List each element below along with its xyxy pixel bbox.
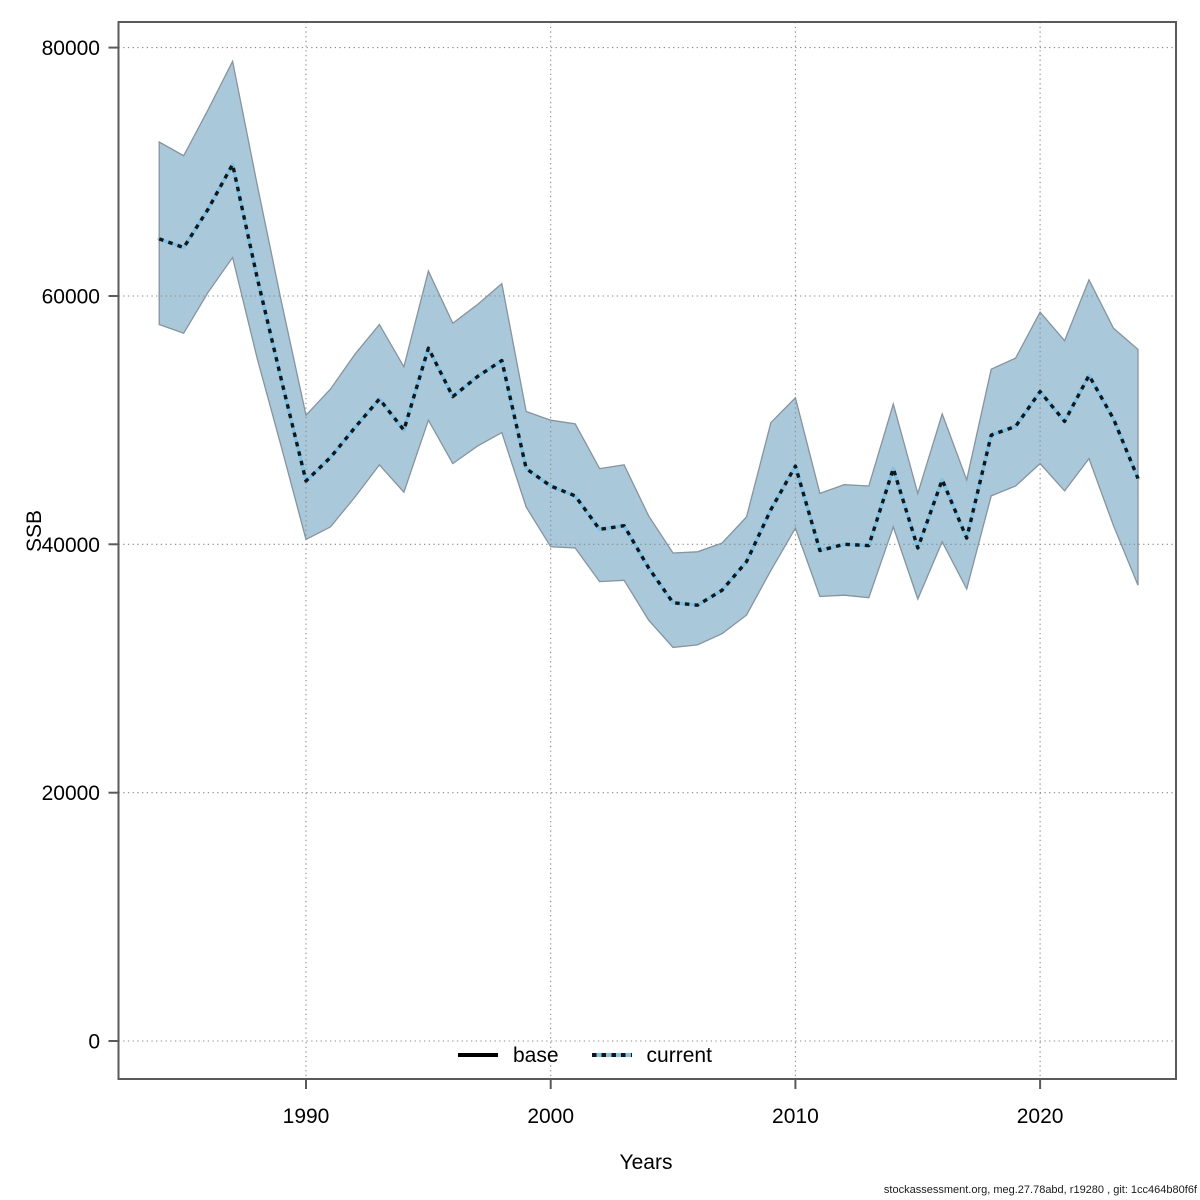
watermark-text: stockassessment.org, meg.27.78abd, r1928… [883,1184,1197,1196]
legend-swatch-current-line [591,1053,632,1057]
confidence-band [158,59,1139,649]
y-tick-label: 0 [88,1031,100,1054]
x-tick-label: 2020 [1017,1105,1064,1128]
x-tick-label: 1990 [283,1105,330,1128]
y-tick-label: 60000 [42,286,100,309]
y-tick-label: 40000 [42,534,100,557]
y-tick-label: 80000 [42,37,100,60]
x-tick-label: 2000 [527,1105,574,1128]
confidence-band-layer [158,59,1139,649]
legend-label-current: current [646,1043,712,1067]
plot-border [117,21,1177,1080]
axes-layer: 0 20000 40000 60000 80000 1990 2000 2010 2020 [42,21,1177,1128]
current-line [158,162,1140,607]
legend: base current [458,1043,712,1067]
x-tick-label: 2010 [772,1105,819,1128]
legend-swatch-base-line [458,1053,498,1057]
series-layer [157,162,1140,607]
x-axis-title: Years [619,1151,673,1174]
y-tick-label: 20000 [42,782,100,805]
y-axis-title: SSB [23,509,46,553]
legend-label-base: base [513,1043,559,1067]
